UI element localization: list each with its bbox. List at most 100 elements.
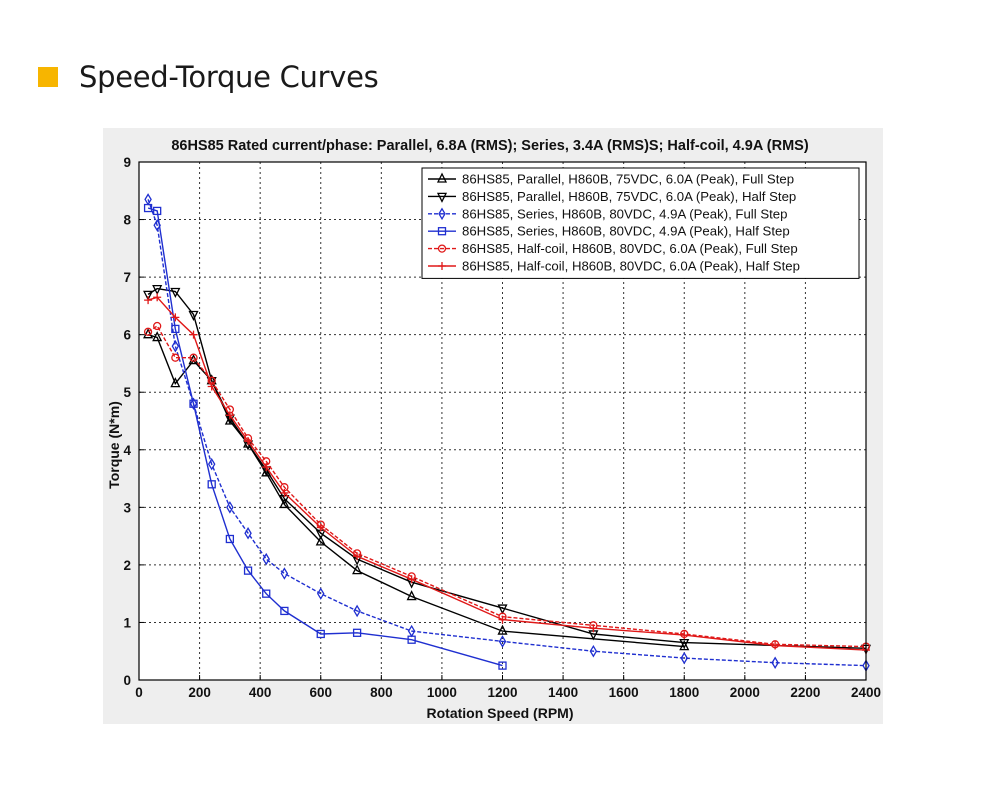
series-6 (144, 293, 870, 655)
data-point (225, 411, 234, 420)
data-point (406, 590, 417, 601)
legend-entry: 86HS85, Half-coil, H860B, 80VDC, 6.0A (P… (428, 241, 798, 256)
data-point (244, 437, 253, 446)
data-point (189, 397, 198, 410)
data-point (225, 534, 235, 544)
data-point (280, 567, 289, 580)
legend-box (421, 167, 860, 279)
data-point (280, 606, 289, 616)
data-point (189, 330, 198, 339)
legend-entry: 86HS85, Half-coil, H860B, 80VDC, 6.0A (P… (428, 259, 800, 274)
data-point (143, 290, 154, 301)
data-point (170, 377, 181, 388)
data-point (316, 587, 325, 600)
data-point (153, 293, 162, 302)
data-point (170, 287, 181, 298)
legend-entry: 86HS85, Parallel, H860B, 75VDC, 6.0A (Pe… (428, 172, 794, 187)
legend-marker (438, 262, 446, 270)
data-point (679, 638, 690, 650)
x-tick-label: 400 (249, 685, 272, 700)
data-point (353, 604, 361, 618)
plot-frame (138, 161, 867, 681)
x-tick-label: 2400 (851, 685, 881, 700)
data-point (771, 656, 779, 669)
section-heading: Speed-Torque Curves (38, 57, 379, 97)
data-point (497, 624, 508, 635)
data-point (171, 339, 180, 353)
x-tick-label: 600 (309, 685, 332, 700)
data-point (143, 328, 154, 339)
data-point (189, 399, 198, 408)
data-point (153, 321, 162, 331)
data-point (207, 382, 216, 391)
legend-marker (437, 227, 447, 236)
y-tick-label: 0 (123, 673, 131, 688)
legend-label: 86HS85, Series, H860B, 80VDC, 4.9A (Peak… (462, 224, 790, 239)
x-axis-label: Rotation Speed (RPM) (427, 705, 574, 721)
data-point (280, 488, 289, 497)
data-point (407, 635, 416, 644)
data-point (589, 644, 598, 658)
legend-entry: 86HS85, Series, H860B, 80VDC, 4.9A (Peak… (428, 206, 787, 221)
data-point (189, 353, 198, 362)
legend-label: 86HS85, Series, H860B, 80VDC, 4.9A (Peak… (462, 206, 787, 221)
data-point (407, 575, 416, 584)
data-point (680, 631, 689, 640)
x-tick-label: 1600 (609, 685, 639, 700)
legend-entry: 86HS85, Parallel, H860B, 75VDC, 6.0A (Pe… (428, 189, 796, 204)
y-tick-label: 8 (123, 213, 131, 228)
data-point (498, 615, 507, 624)
data-point (279, 498, 290, 509)
legend-marker (437, 244, 447, 253)
data-point (207, 480, 216, 489)
series-line (147, 207, 503, 667)
chart-figure: 86HS85 Rated current/phase: Parallel, 6.… (103, 128, 883, 724)
data-point (680, 651, 689, 665)
legend-label: 86HS85, Parallel, H860B, 75VDC, 6.0A (Pe… (462, 172, 794, 187)
y-tick-label: 2 (123, 558, 131, 573)
data-point (771, 641, 780, 650)
square-bullet-icon (38, 67, 58, 87)
x-tick-label: 0 (135, 685, 143, 700)
data-point (262, 552, 270, 566)
data-point (589, 624, 598, 633)
data-point (243, 566, 253, 575)
legend-label: 86HS85, Parallel, H860B, 75VDC, 6.0A (Pe… (462, 189, 796, 204)
y-axis-label: Torque (N*m) (106, 401, 122, 489)
data-point (316, 523, 325, 532)
legend-label: 86HS85, Half-coil, H860B, 80VDC, 6.0A (P… (462, 241, 798, 256)
data-point (679, 640, 690, 651)
data-point (352, 564, 363, 575)
data-point (153, 206, 162, 216)
x-tick-label: 1000 (427, 685, 457, 700)
legend-marker (436, 172, 448, 183)
series-line (147, 325, 867, 648)
legend: 86HS85, Parallel, H860B, 75VDC, 6.0A (Pe… (421, 167, 860, 279)
x-tick-label: 1200 (487, 685, 517, 700)
y-tick-label: 5 (123, 385, 131, 400)
x-tick-label: 2200 (790, 685, 820, 700)
section-title: Speed-Torque Curves (79, 60, 379, 94)
data-point (497, 604, 508, 615)
data-point (315, 535, 326, 546)
data-point (143, 203, 153, 213)
data-point (244, 526, 252, 540)
x-tick-label: 2000 (730, 685, 760, 700)
y-tick-label: 6 (123, 328, 131, 343)
data-point (171, 324, 180, 334)
data-point (144, 296, 153, 305)
data-point (171, 353, 180, 362)
data-point (352, 628, 362, 637)
legend-marker (438, 207, 446, 221)
data-point (152, 284, 163, 296)
series-line (147, 199, 867, 667)
x-tick-label: 1400 (548, 685, 578, 700)
data-point (171, 313, 180, 322)
series-line (147, 287, 867, 649)
series-line (147, 334, 685, 648)
data-point (353, 552, 362, 561)
data-point (188, 310, 199, 321)
y-tick-label: 9 (123, 155, 131, 170)
data-point (152, 331, 163, 342)
y-tick-label: 4 (123, 443, 131, 458)
